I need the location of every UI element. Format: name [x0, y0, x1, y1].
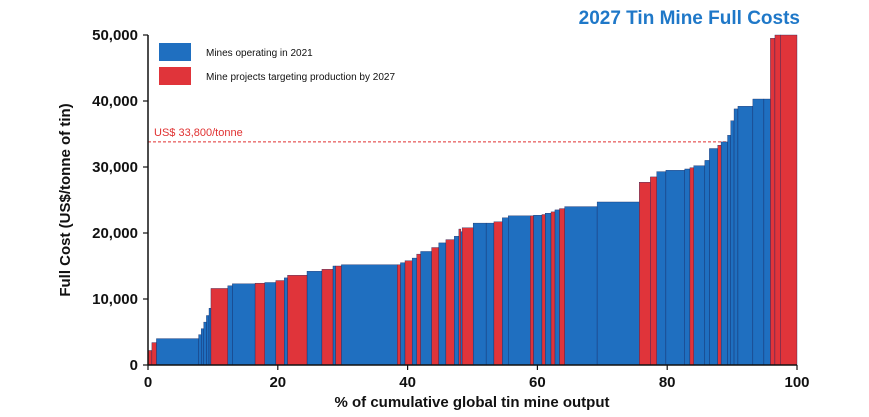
operating-bar-24 — [545, 213, 552, 366]
operating-bar-19 — [472, 222, 487, 366]
operating-bar-37 — [733, 108, 739, 366]
operating-bar-39 — [752, 98, 765, 366]
project-bar-12 — [445, 239, 455, 366]
operating-bar-40 — [763, 98, 771, 366]
operating-bar-6 — [227, 285, 233, 366]
operating-bar-1 — [198, 334, 202, 366]
project-bar-19 — [559, 208, 565, 366]
project-bar-3 — [254, 282, 265, 366]
operating-bar-10 — [306, 271, 323, 366]
project-bar-14 — [461, 227, 474, 366]
x-tick-label: 40 — [399, 374, 416, 391]
operating-bar-23 — [533, 215, 543, 366]
axes-layer — [147, 35, 797, 366]
project-bar-4 — [275, 280, 285, 366]
project-bar-15 — [493, 221, 503, 366]
x-axis-title: % of cumulative global tin mine output — [334, 394, 609, 411]
operating-bar-20 — [485, 222, 495, 366]
project-bar-23 — [717, 145, 722, 366]
legend-swatch-project — [159, 67, 191, 85]
operating-bar-3 — [203, 321, 207, 366]
project-bar-26 — [780, 34, 798, 366]
project-bar-9 — [404, 260, 413, 366]
project-bar-18 — [550, 211, 556, 366]
operating-bar-5 — [208, 308, 212, 366]
project-bar-8 — [397, 264, 401, 366]
operating-bar-0 — [156, 338, 199, 366]
y-tick-label: 40,000 — [92, 93, 138, 110]
operating-bar-2 — [201, 328, 204, 366]
operating-bar-12 — [341, 264, 398, 366]
project-bar-11 — [431, 247, 439, 366]
x-tick-label: 60 — [529, 374, 546, 391]
operating-bar-9 — [284, 277, 288, 366]
project-bar-5 — [287, 275, 308, 366]
x-tick-label: 0 — [144, 374, 152, 391]
project-bar-2 — [210, 288, 228, 366]
operating-bar-11 — [332, 265, 336, 366]
project-bar-21 — [650, 176, 657, 366]
bars-layer — [147, 34, 798, 366]
operating-bar-30 — [684, 168, 691, 366]
operating-bar-17 — [454, 236, 460, 366]
y-tick-label: 10,000 — [92, 291, 138, 308]
operating-bar-31 — [693, 165, 706, 366]
project-bar-24 — [770, 38, 776, 366]
legend: Mines operating in 2021 Mine projects ta… — [159, 43, 395, 85]
operating-bar-7 — [232, 283, 256, 366]
y-tick-label: 50,000 — [92, 27, 138, 44]
operating-bar-15 — [420, 251, 432, 366]
legend-label-operating: Mines operating in 2021 — [206, 48, 313, 59]
operating-bar-36 — [730, 120, 735, 366]
operating-bar-26 — [564, 206, 598, 366]
operating-bar-33 — [709, 148, 718, 366]
legend-swatch-operating — [159, 43, 191, 61]
y-axis-title: Full Cost (US$/tonne of tin) — [57, 103, 74, 296]
project-bar-17 — [541, 214, 546, 366]
y-tick-label: 20,000 — [92, 225, 138, 242]
operating-bar-14 — [411, 257, 417, 366]
reference-line-label: US$ 33,800/tonne — [154, 127, 243, 139]
y-tick-label: 30,000 — [92, 159, 138, 176]
project-bar-6 — [321, 269, 334, 366]
x-tick-label: 80 — [659, 374, 676, 391]
ticks-layer: 0 10,000 20,000 30,000 40,000 50,000 0 20 40 60 80… — [92, 27, 809, 391]
operating-bar-35 — [727, 135, 731, 366]
project-bar-13 — [458, 228, 461, 366]
x-tick-label: 100 — [784, 374, 809, 391]
operating-bar-21 — [502, 217, 509, 366]
y-tick-label: 0 — [130, 357, 138, 374]
operating-bar-18 — [460, 231, 463, 366]
x-tick-label: 20 — [269, 374, 286, 391]
operating-bar-22 — [508, 215, 531, 366]
operating-bar-29 — [665, 170, 685, 366]
project-bar-25 — [774, 34, 781, 366]
project-bar-16 — [530, 215, 534, 366]
operating-bar-32 — [704, 160, 710, 366]
project-bar-1 — [151, 342, 157, 366]
legend-label-project: Mine projects targeting production by 20… — [206, 72, 395, 83]
operating-bar-27 — [596, 201, 640, 366]
operating-bar-16 — [438, 242, 447, 366]
project-bar-10 — [416, 253, 421, 366]
operating-bar-38 — [737, 106, 754, 366]
operating-bar-34 — [720, 141, 728, 366]
project-bar-22 — [689, 167, 694, 366]
operating-bar-28 — [656, 171, 667, 366]
operating-bar-13 — [400, 262, 406, 366]
chart-title: 2027 Tin Mine Full Costs — [579, 8, 800, 29]
project-bar-7 — [335, 265, 342, 366]
operating-bar-4 — [206, 315, 210, 366]
operating-bar-25 — [554, 209, 560, 366]
operating-bar-8 — [264, 282, 277, 366]
project-bar-20 — [639, 182, 651, 366]
